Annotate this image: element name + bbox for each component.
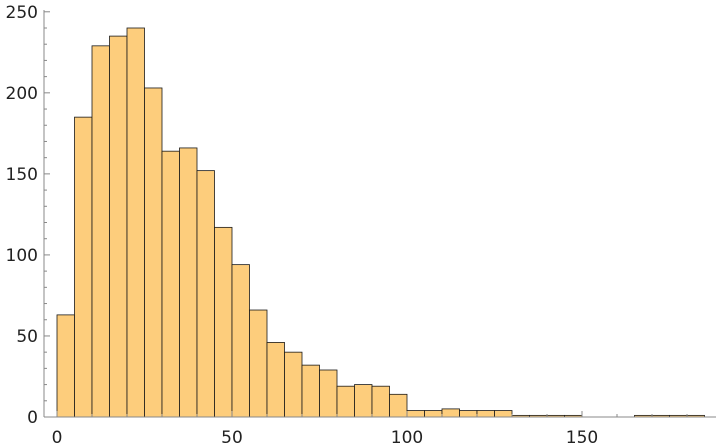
histogram-bar xyxy=(249,309,268,418)
x-tick-label: 0 xyxy=(52,428,63,448)
histogram-bar xyxy=(336,385,355,418)
histogram-bars xyxy=(56,27,705,418)
histogram-bar xyxy=(301,364,320,418)
histogram-bar xyxy=(354,384,373,418)
histogram-bar xyxy=(424,410,443,418)
histogram-bar xyxy=(126,27,145,418)
y-tick-label: 200 xyxy=(6,84,38,104)
histogram-bar xyxy=(284,351,303,418)
x-tick-label: 50 xyxy=(221,428,243,448)
histogram-bar xyxy=(476,410,495,418)
histogram-bar xyxy=(214,226,233,418)
histogram-bar xyxy=(161,150,180,418)
histogram-bar xyxy=(319,369,338,418)
y-tick-label: 100 xyxy=(6,246,38,266)
y-tick-label: 0 xyxy=(27,408,38,428)
histogram-bar xyxy=(56,314,75,418)
y-tick-label: 50 xyxy=(16,327,38,347)
x-tick-label: 150 xyxy=(566,428,598,448)
histogram-bar xyxy=(144,87,163,418)
histogram-bar xyxy=(389,393,408,418)
histogram-bar xyxy=(459,410,478,418)
y-tick-label: 250 xyxy=(6,3,38,23)
histogram-bar xyxy=(406,410,425,418)
histogram-bar xyxy=(196,170,215,418)
y-tick-label: 150 xyxy=(6,165,38,185)
histogram-bar xyxy=(371,385,390,418)
histogram-bar xyxy=(231,264,250,418)
histogram-bar xyxy=(91,45,110,418)
x-tick-label: 100 xyxy=(391,428,423,448)
histogram-bar xyxy=(109,35,128,418)
histogram-bar xyxy=(266,342,285,418)
axes: 0 50 100 150 200 250 0 50 100 150 xyxy=(6,3,716,448)
histogram-bar xyxy=(179,147,198,418)
histogram-bar xyxy=(441,408,460,418)
histogram-bar xyxy=(494,410,513,418)
histogram-bar xyxy=(74,116,93,418)
